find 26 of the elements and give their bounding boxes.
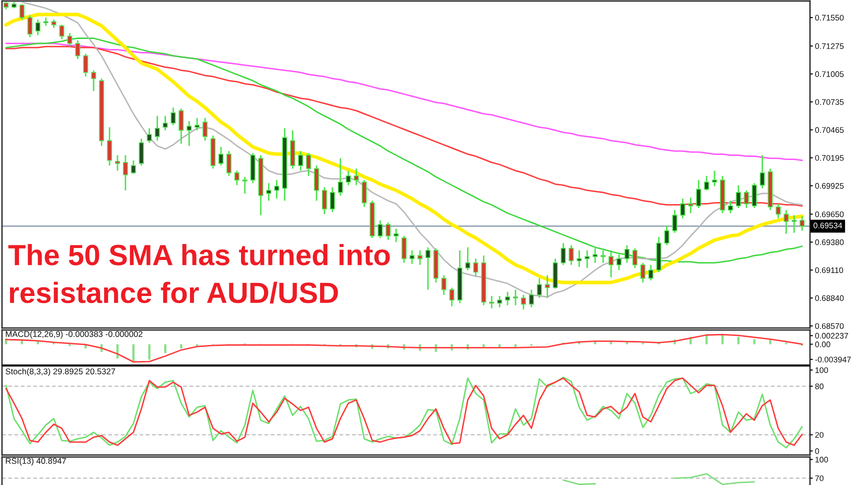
chart-title: Stoch(8,3,3) 29.8925 20.5327 [6, 368, 116, 376]
y-tick-label: 0 [815, 448, 820, 454]
y-tick-label: 0.70195 [815, 155, 844, 161]
y-tick-label: 100 [815, 456, 828, 462]
chart-title: MACD(12,26,9) -0.000383 -0.000002 [6, 330, 142, 339]
y-tick-label: 0.69650 [815, 211, 844, 218]
y-tick-label: 20 [815, 432, 824, 438]
y-tick-label: -0.003947 [815, 356, 851, 362]
y-tick-label: 0.71550 [815, 14, 844, 21]
y-tick-label: 0.68570 [815, 323, 844, 329]
chart-title: RSI(13) 40.8947 [6, 458, 66, 466]
y-tick-label: 80 [815, 384, 824, 390]
y-tick-label: 0.70735 [815, 99, 844, 105]
ref-line-label: 0.69534 [814, 222, 842, 228]
y-tick-label: 0.69925 [815, 183, 844, 189]
y-tick-label: 0.68840 [815, 295, 844, 301]
y-tick-label: 0.71275 [815, 43, 844, 50]
y-tick-label: 0.002237 [815, 332, 848, 339]
y-tick-label: 0.71005 [815, 71, 844, 77]
y-tick-label: 0.69380 [815, 239, 844, 246]
y-tick-label: 0.70465 [815, 127, 844, 133]
y-tick-label: 0.00 [815, 342, 830, 348]
y-tick-label: 100 [815, 367, 828, 374]
y-tick-label: 70 [815, 475, 824, 482]
annotation: The 50 SMA has turned into resistance for AUD/USD [8, 244, 390, 304]
y-tick-label: 0.69110 [815, 267, 844, 274]
